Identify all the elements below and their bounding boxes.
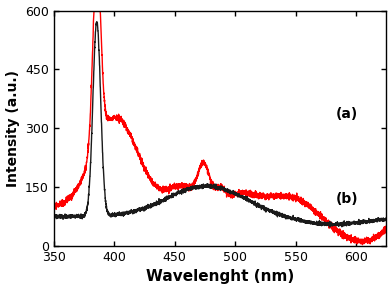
Text: (a): (a) — [336, 108, 358, 122]
Text: (b): (b) — [336, 192, 358, 206]
X-axis label: Wavelenght (nm): Wavelenght (nm) — [146, 269, 294, 284]
Y-axis label: Intensity (a.u.): Intensity (a.u.) — [5, 70, 20, 187]
